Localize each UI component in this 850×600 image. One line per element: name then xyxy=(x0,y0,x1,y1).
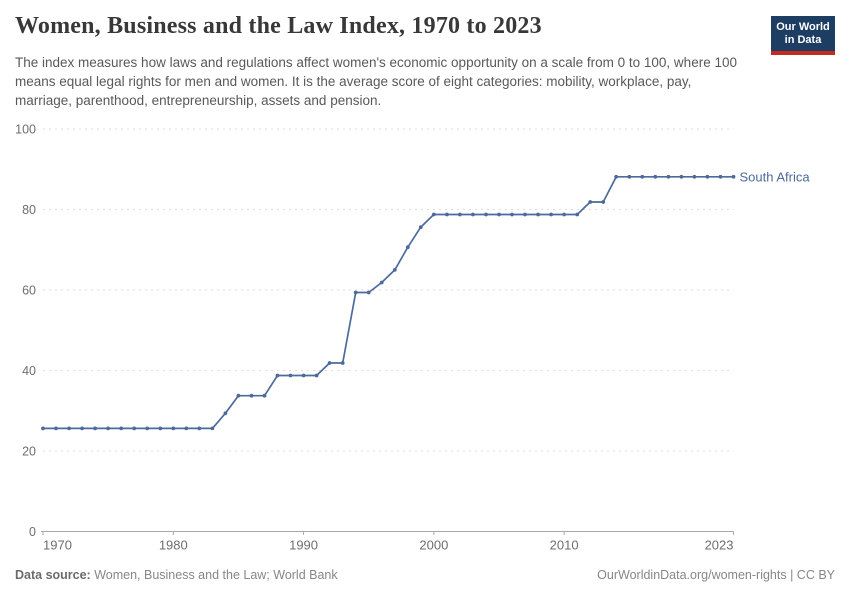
data-point[interactable] xyxy=(471,212,475,217)
data-point[interactable] xyxy=(197,426,202,431)
data-point[interactable] xyxy=(54,426,58,431)
y-tick-label: 0 xyxy=(29,525,36,539)
data-point[interactable] xyxy=(41,426,45,431)
chart-footer: Data source: Women, Business and the Law… xyxy=(15,568,835,582)
data-point[interactable] xyxy=(223,411,228,416)
data-source-label: Data source: xyxy=(15,568,91,582)
data-point[interactable] xyxy=(249,393,254,398)
data-point[interactable] xyxy=(588,200,593,204)
data-point[interactable] xyxy=(705,174,710,179)
data-point[interactable] xyxy=(353,290,358,295)
data-point[interactable] xyxy=(431,212,436,217)
data-point[interactable] xyxy=(536,212,540,217)
y-tick-label: 100 xyxy=(15,123,36,137)
data-point[interactable] xyxy=(379,280,384,285)
data-point[interactable] xyxy=(627,174,632,179)
data-point[interactable] xyxy=(523,212,527,217)
data-point[interactable] xyxy=(497,212,501,217)
y-gridlines: 0 20 40 60 80 100 xyxy=(15,123,734,539)
y-tick-label: 20 xyxy=(22,445,36,459)
data-point[interactable] xyxy=(67,426,71,431)
data-point[interactable] xyxy=(653,174,658,179)
x-tick-label: 2000 xyxy=(419,538,448,553)
data-point[interactable] xyxy=(601,200,606,204)
data-point[interactable] xyxy=(510,212,514,217)
data-point[interactable] xyxy=(575,212,580,217)
data-point[interactable] xyxy=(314,373,319,378)
x-tick-label: 2023 xyxy=(705,538,734,553)
series-line[interactable] xyxy=(43,175,734,430)
series-south-africa[interactable]: South Africa xyxy=(41,169,811,431)
x-tick-label: 1980 xyxy=(159,538,188,553)
owid-logo-line2: in Data xyxy=(784,34,822,46)
data-point[interactable] xyxy=(692,174,697,179)
data-point[interactable] xyxy=(80,426,84,431)
data-point[interactable] xyxy=(210,426,215,431)
data-point[interactable] xyxy=(614,174,619,179)
data-point[interactable] xyxy=(158,426,163,431)
data-point[interactable] xyxy=(445,212,449,217)
data-point[interactable] xyxy=(679,174,684,179)
y-tick-label: 60 xyxy=(22,284,36,298)
data-point[interactable] xyxy=(484,212,488,217)
x-tick-label: 1990 xyxy=(289,538,318,553)
data-point[interactable] xyxy=(262,393,267,398)
data-point[interactable] xyxy=(666,174,671,179)
data-point[interactable] xyxy=(171,426,176,431)
data-point[interactable] xyxy=(562,212,566,217)
data-point[interactable] xyxy=(93,426,97,431)
data-point[interactable] xyxy=(405,245,410,250)
data-point[interactable] xyxy=(145,426,150,431)
data-source: Data source: Women, Business and the Law… xyxy=(15,568,338,582)
data-point[interactable] xyxy=(132,426,137,431)
data-source-text: Women, Business and the Law; World Bank xyxy=(90,568,338,582)
data-point[interactable] xyxy=(340,361,345,365)
data-point[interactable] xyxy=(301,373,306,378)
data-point[interactable] xyxy=(549,212,553,217)
chart-subtitle: The index measures how laws and regulati… xyxy=(15,55,737,108)
data-point[interactable] xyxy=(458,212,462,217)
owid-logo[interactable]: Our World in Data xyxy=(771,16,835,55)
data-point[interactable] xyxy=(718,174,723,179)
data-point[interactable] xyxy=(275,373,280,378)
owid-logo-line1: Our World xyxy=(776,21,830,33)
data-point[interactable] xyxy=(366,290,371,295)
data-point[interactable] xyxy=(119,426,124,431)
chart-title: Women, Business and the Law Index, 1970 … xyxy=(15,13,542,39)
data-point[interactable] xyxy=(184,426,189,431)
data-point[interactable] xyxy=(288,373,293,378)
data-point[interactable] xyxy=(418,225,423,230)
data-point[interactable] xyxy=(640,174,645,179)
data-point[interactable] xyxy=(106,426,110,431)
data-point[interactable] xyxy=(236,393,241,398)
x-tick-label: 1970 xyxy=(43,538,72,553)
x-axis: 1970 1980 1990 2000 2010 2023 xyxy=(41,531,734,553)
y-tick-label: 80 xyxy=(22,203,36,217)
y-tick-label: 40 xyxy=(22,364,36,378)
x-tick-label: 2010 xyxy=(550,538,579,553)
series-label[interactable]: South Africa xyxy=(740,169,811,184)
data-point[interactable] xyxy=(731,174,736,179)
data-point[interactable] xyxy=(327,361,332,365)
data-point[interactable] xyxy=(392,268,397,272)
credit-link[interactable]: OurWorldinData.org/women-rights | CC BY xyxy=(597,568,835,582)
